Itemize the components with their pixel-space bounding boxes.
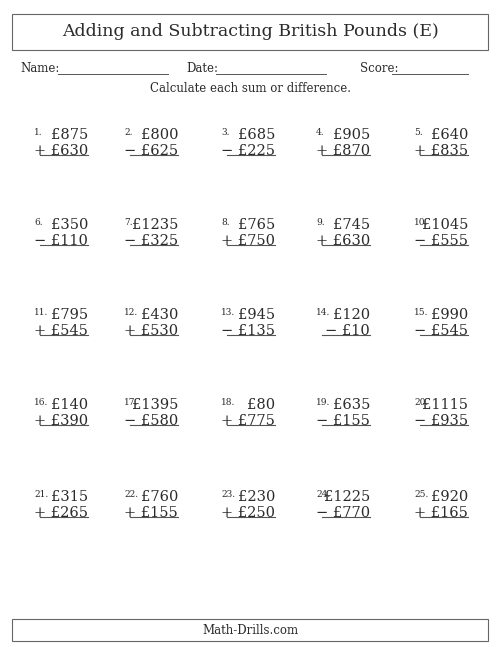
Text: £430: £430 (140, 308, 178, 322)
Text: 24.: 24. (316, 490, 330, 499)
Text: − £580: − £580 (124, 414, 178, 428)
Text: £120: £120 (333, 308, 370, 322)
Text: + £775: + £775 (221, 414, 275, 428)
Text: 10.: 10. (414, 218, 428, 227)
Text: £350: £350 (50, 218, 88, 232)
Text: 12.: 12. (124, 308, 138, 317)
Text: + £545: + £545 (34, 324, 88, 338)
Text: − £935: − £935 (414, 414, 468, 428)
Text: 18.: 18. (221, 398, 236, 407)
Text: − £625: − £625 (124, 144, 178, 158)
Text: 21.: 21. (34, 490, 48, 499)
Text: 11.: 11. (34, 308, 48, 317)
Text: − £110: − £110 (34, 234, 88, 248)
Text: + £530: + £530 (124, 324, 178, 338)
Text: + £750: + £750 (221, 234, 275, 248)
Text: 23.: 23. (221, 490, 235, 499)
Text: + £630: + £630 (34, 144, 88, 158)
Text: 15.: 15. (414, 308, 428, 317)
Text: 22.: 22. (124, 490, 138, 499)
Text: Math-Drills.com: Math-Drills.com (202, 624, 298, 637)
Text: £1045: £1045 (422, 218, 468, 232)
Text: £945: £945 (238, 308, 275, 322)
Text: 14.: 14. (316, 308, 330, 317)
Text: + £265: + £265 (34, 506, 88, 520)
Text: £990: £990 (431, 308, 468, 322)
Text: Score:: Score: (360, 61, 399, 74)
Text: £1225: £1225 (324, 490, 370, 504)
Text: 9.: 9. (316, 218, 324, 227)
Bar (12, 14, 488, 50)
Text: £140: £140 (51, 398, 88, 412)
Text: 4.: 4. (316, 128, 324, 137)
Text: − £770: − £770 (316, 506, 370, 520)
Text: £80: £80 (247, 398, 275, 412)
Text: Date:: Date: (186, 61, 218, 74)
Text: + £870: + £870 (316, 144, 370, 158)
Text: £635: £635 (332, 398, 370, 412)
Text: − £555: − £555 (414, 234, 468, 248)
Text: £795: £795 (51, 308, 88, 322)
Text: £765: £765 (238, 218, 275, 232)
Text: + £390: + £390 (34, 414, 88, 428)
Text: 2.: 2. (124, 128, 132, 137)
Text: + £165: + £165 (414, 506, 468, 520)
Text: £1235: £1235 (132, 218, 178, 232)
Text: 1.: 1. (34, 128, 42, 137)
Text: 3.: 3. (221, 128, 230, 137)
Text: 25.: 25. (414, 490, 428, 499)
Text: 13.: 13. (221, 308, 236, 317)
Text: − £225: − £225 (221, 144, 275, 158)
Text: £685: £685 (238, 128, 275, 142)
Text: + £155: + £155 (124, 506, 178, 520)
Text: − £545: − £545 (414, 324, 468, 338)
Text: − £325: − £325 (124, 234, 178, 248)
Text: Adding and Subtracting British Pounds (E): Adding and Subtracting British Pounds (E… (62, 23, 438, 41)
Text: Name:: Name: (20, 61, 59, 74)
Text: 17.: 17. (124, 398, 138, 407)
Text: Calculate each sum or difference.: Calculate each sum or difference. (150, 82, 350, 94)
Text: 7.: 7. (124, 218, 132, 227)
Text: + £630: + £630 (316, 234, 370, 248)
Text: £800: £800 (140, 128, 178, 142)
Text: + £250: + £250 (221, 506, 275, 520)
Text: 8.: 8. (221, 218, 230, 227)
Bar (12, 619, 488, 641)
Text: £760: £760 (140, 490, 178, 504)
Text: + £835: + £835 (414, 144, 468, 158)
Text: − £10: − £10 (325, 324, 370, 338)
Text: − £155: − £155 (316, 414, 370, 428)
Text: £1115: £1115 (422, 398, 468, 412)
Text: £315: £315 (51, 490, 88, 504)
Text: £640: £640 (430, 128, 468, 142)
Text: 5.: 5. (414, 128, 423, 137)
Text: 6.: 6. (34, 218, 42, 227)
Text: £905: £905 (333, 128, 370, 142)
Text: − £135: − £135 (221, 324, 275, 338)
Text: 16.: 16. (34, 398, 48, 407)
Text: £920: £920 (431, 490, 468, 504)
Text: £875: £875 (51, 128, 88, 142)
Text: £745: £745 (333, 218, 370, 232)
Text: 20.: 20. (414, 398, 428, 407)
Text: £230: £230 (238, 490, 275, 504)
Text: £1395: £1395 (132, 398, 178, 412)
Text: 19.: 19. (316, 398, 330, 407)
